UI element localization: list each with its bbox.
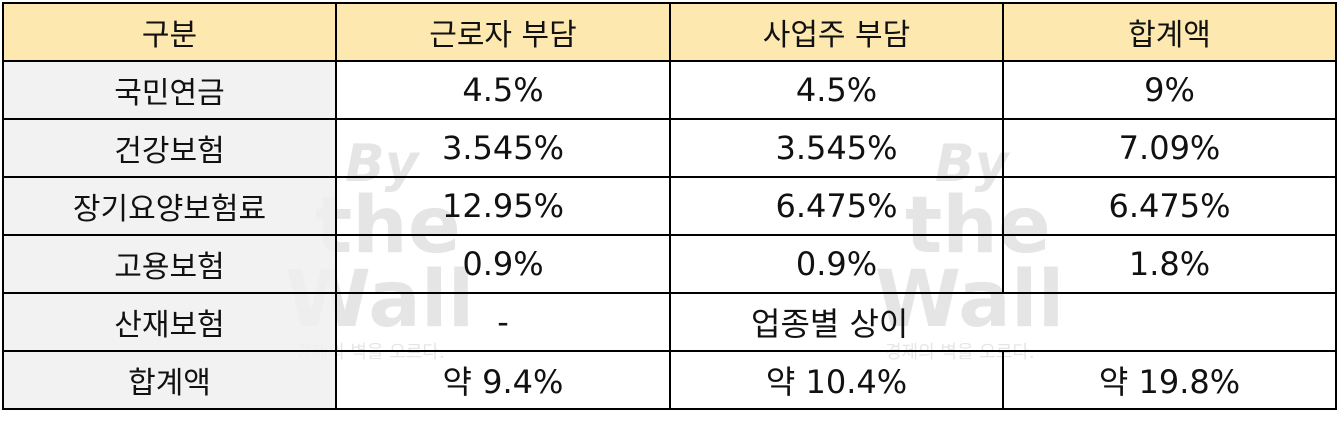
table-row: 합계액 약 9.4% 약 10.4% 약 19.8% xyxy=(2,350,1337,410)
table-header-row: 구분 근로자 부담 사업주 부담 합계액 xyxy=(2,2,1337,62)
total-cell: 9% xyxy=(1002,60,1337,120)
employer-cell: 6.475% xyxy=(669,176,1004,236)
total-cell: 1.8% xyxy=(1002,234,1337,294)
header-category: 구분 xyxy=(2,2,337,62)
row-label: 합계액 xyxy=(2,350,337,410)
employer-cell: 업종별 상이 xyxy=(669,292,1337,352)
table-row: 고용보험 0.9% 0.9% 1.8% xyxy=(2,234,1337,294)
row-label: 장기요양보험료 xyxy=(2,176,337,236)
table-row: 국민연금 4.5% 4.5% 9% xyxy=(2,60,1337,120)
header-employee: 근로자 부담 xyxy=(335,2,671,62)
header-employer: 사업주 부담 xyxy=(669,2,1004,62)
employee-cell: 3.545% xyxy=(335,118,671,178)
employer-cell: 4.5% xyxy=(669,60,1004,120)
employee-cell: 0.9% xyxy=(335,234,671,294)
table-row: 산재보험 - 업종별 상이 xyxy=(2,292,1337,352)
table-row: 장기요양보험료 12.95% 6.475% 6.475% xyxy=(2,176,1337,236)
employee-cell: - xyxy=(335,292,671,352)
header-total: 합계액 xyxy=(1002,2,1337,62)
total-cell: 7.09% xyxy=(1002,118,1337,178)
employee-cell: 4.5% xyxy=(335,60,671,120)
employer-cell: 3.545% xyxy=(669,118,1004,178)
row-label: 산재보험 xyxy=(2,292,337,352)
employer-cell: 0.9% xyxy=(669,234,1004,294)
row-label: 건강보험 xyxy=(2,118,337,178)
row-label: 고용보험 xyxy=(2,234,337,294)
total-cell: 약 19.8% xyxy=(1002,350,1337,410)
row-label: 국민연금 xyxy=(2,60,337,120)
employee-cell: 12.95% xyxy=(335,176,671,236)
insurance-rate-table: 구분 근로자 부담 사업주 부담 합계액 국민연금 4.5% 4.5% 9% 건… xyxy=(2,2,1337,410)
table-row: 건강보험 3.545% 3.545% 7.09% xyxy=(2,118,1337,178)
employee-cell: 약 9.4% xyxy=(335,350,671,410)
employer-cell: 약 10.4% xyxy=(669,350,1004,410)
total-cell: 6.475% xyxy=(1002,176,1337,236)
